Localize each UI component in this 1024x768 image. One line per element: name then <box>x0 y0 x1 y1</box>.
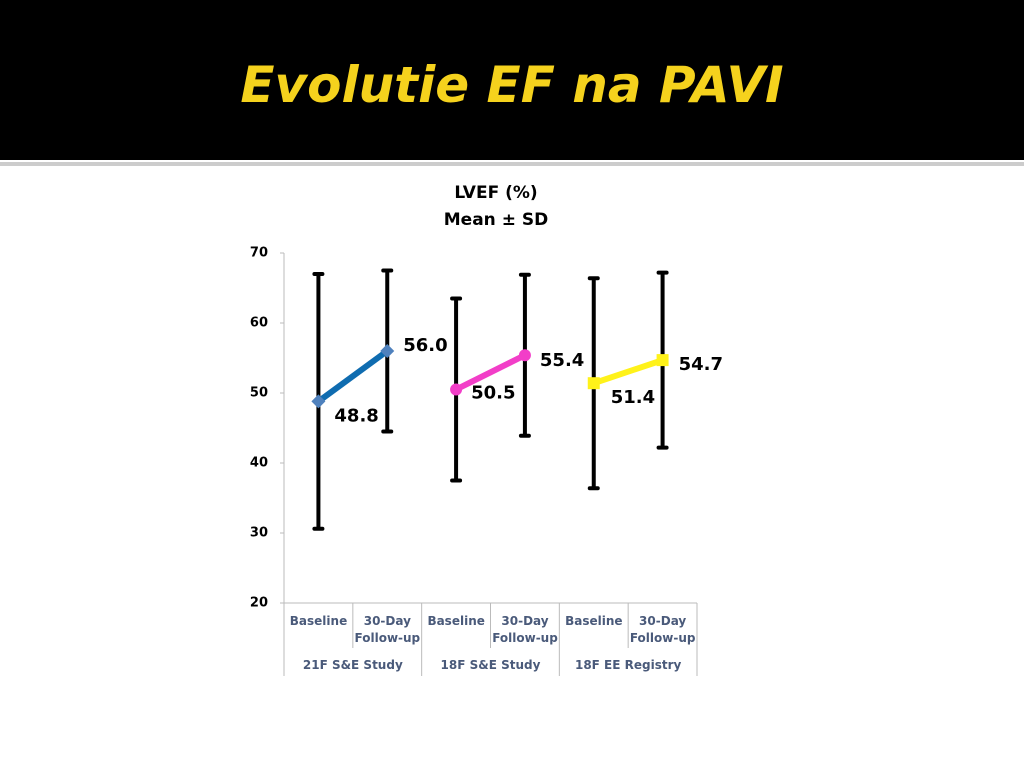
marker <box>311 394 326 409</box>
x-tick-label: Baseline <box>427 614 485 628</box>
y-tick-label: 70 <box>250 246 268 261</box>
series-line <box>592 357 664 387</box>
marker <box>518 349 531 362</box>
series-line <box>454 352 527 393</box>
y-tick-label: 30 <box>250 526 268 541</box>
header-rule <box>0 162 1024 166</box>
x-tick-label: Baseline <box>289 614 348 628</box>
group-label: 21F S&E Study <box>302 658 403 672</box>
data-label: 48.8 <box>334 405 378 426</box>
chart-title: LVEF (%) <box>454 183 537 203</box>
data-label: 54.7 <box>679 354 723 375</box>
x-tick-label: 30-Day Follow-up <box>492 614 558 645</box>
slide-title: Evolutie EF na PAVI <box>240 56 784 114</box>
group-label: 18F S&E Study <box>440 658 541 672</box>
data-label: 50.5 <box>471 383 515 404</box>
data-label: 51.4 <box>611 387 655 408</box>
marker <box>587 377 600 390</box>
y-tick-label: 60 <box>250 316 268 331</box>
x-tick-label: Baseline <box>565 614 623 628</box>
series-line <box>316 348 390 404</box>
x-tick-label: 30-Day Follow-up <box>354 614 421 645</box>
data-label: 55.4 <box>540 350 584 371</box>
x-tick-label: 30-Day Follow-up <box>629 614 696 645</box>
y-tick-label: 20 <box>250 596 268 611</box>
group-label: 18F EE Registry <box>574 658 682 672</box>
y-tick-label: 50 <box>250 386 268 401</box>
marker <box>380 344 395 358</box>
data-label: 56.0 <box>403 335 447 356</box>
header-band <box>0 0 1024 160</box>
marker <box>450 383 463 396</box>
chart-subtitle: Mean ± SD <box>444 210 548 230</box>
y-tick-label: 40 <box>250 456 268 471</box>
marker <box>656 354 669 367</box>
